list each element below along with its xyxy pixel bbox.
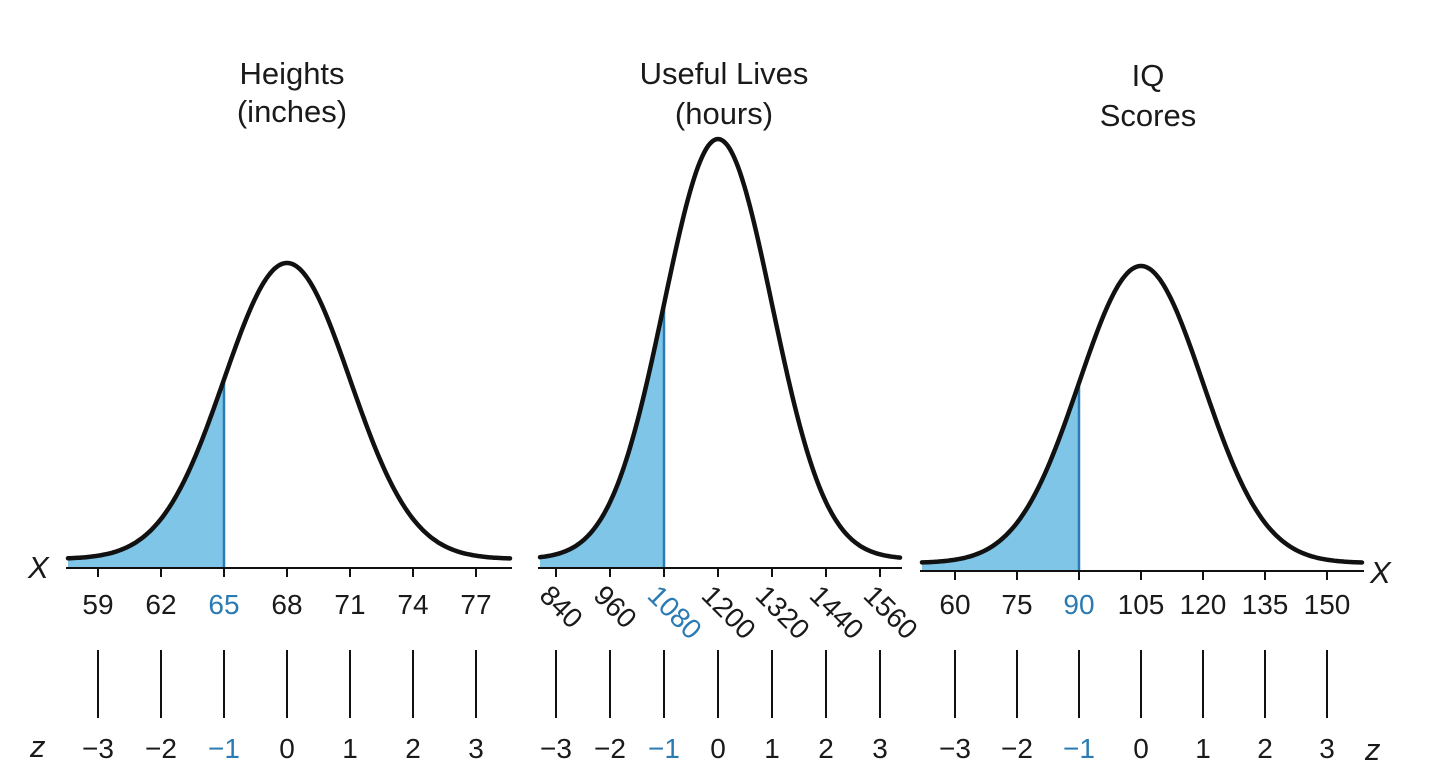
chart-title-line-1: IQ (1132, 58, 1165, 93)
x-tick-label: 74 (397, 589, 428, 620)
chart-title-line-1: Useful Lives (640, 56, 809, 91)
z-tick-label: −1 (1063, 733, 1095, 764)
z-tick-label: −2 (594, 733, 626, 764)
z-tick-label: 3 (468, 733, 484, 764)
x-tick-label: 65 (208, 589, 239, 620)
z-tick-label: −1 (208, 733, 240, 764)
z-tick-label: 0 (279, 733, 295, 764)
x-tick-label: 1560 (858, 579, 924, 645)
x-tick-label: 1080 (642, 579, 708, 645)
x-tick-label: 105 (1118, 589, 1165, 620)
distribution-panel-1: Heights(inches) 59 −3 62 −2 65 −1 68 0 71 1 74 2 77 3 (65, 56, 513, 764)
x-tick-label: 135 (1242, 589, 1289, 620)
shaded-area (68, 379, 224, 568)
normal-curve (919, 263, 1365, 565)
normal-curve (65, 260, 513, 561)
z-tick-label: −1 (648, 733, 680, 764)
x-axis-letter-right: X (1369, 555, 1392, 590)
shaded-area (540, 304, 664, 568)
z-tick-label: 2 (818, 733, 834, 764)
x-tick-label: 1440 (804, 579, 870, 645)
z-tick-label: 2 (405, 733, 421, 764)
z-tick-label: 1 (1195, 733, 1211, 764)
normal-curve (537, 136, 903, 560)
x-tick-label: 840 (534, 579, 589, 634)
x-tick-label: 77 (460, 589, 491, 620)
x-tick-label: 71 (334, 589, 365, 620)
x-tick-label: 62 (145, 589, 176, 620)
z-tick-label: 0 (1133, 733, 1149, 764)
chart-title-line-1: Heights (239, 56, 344, 91)
shaded-area (922, 382, 1079, 571)
z-tick-label: 2 (1257, 733, 1273, 764)
x-tick-label: 120 (1180, 589, 1227, 620)
x-axis-letter-left: X (27, 550, 50, 585)
chart-title-line-2: (hours) (675, 96, 773, 131)
x-tick-label: 150 (1304, 589, 1351, 620)
chart-title-line-2: (inches) (237, 94, 347, 129)
distribution-panel-2: Useful Lives (hours) 840 −3 960 −2 1080 −1 1200 0… (534, 56, 924, 764)
x-tick-label: 59 (82, 589, 113, 620)
z-tick-label: −3 (540, 733, 572, 764)
z-tick-label: 1 (342, 733, 358, 764)
z-tick-label: 1 (764, 733, 780, 764)
z-axis-letter-right: z (1364, 732, 1381, 767)
x-tick-label: 1320 (750, 579, 816, 645)
z-tick-label: 0 (710, 733, 726, 764)
x-tick-label: 1200 (696, 579, 762, 645)
z-tick-label: −3 (82, 733, 114, 764)
z-tick-label: −3 (939, 733, 971, 764)
z-tick-label: 3 (1319, 733, 1335, 764)
x-tick-label: 90 (1063, 589, 1094, 620)
x-tick-label: 960 (588, 579, 643, 634)
x-tick-label: 68 (271, 589, 302, 620)
x-tick-label: 60 (939, 589, 970, 620)
chart-title-line-2: Scores (1100, 98, 1196, 133)
distribution-panel-3: IQ Scores 60 −3 75 −2 90 −1 105 0 120 1 135 2 150 3 (919, 58, 1365, 764)
x-tick-label: 75 (1001, 589, 1032, 620)
z-axis-letter-left: z (29, 729, 46, 764)
z-tick-label: −2 (1001, 733, 1033, 764)
z-tick-label: 3 (872, 733, 888, 764)
z-tick-label: −2 (145, 733, 177, 764)
